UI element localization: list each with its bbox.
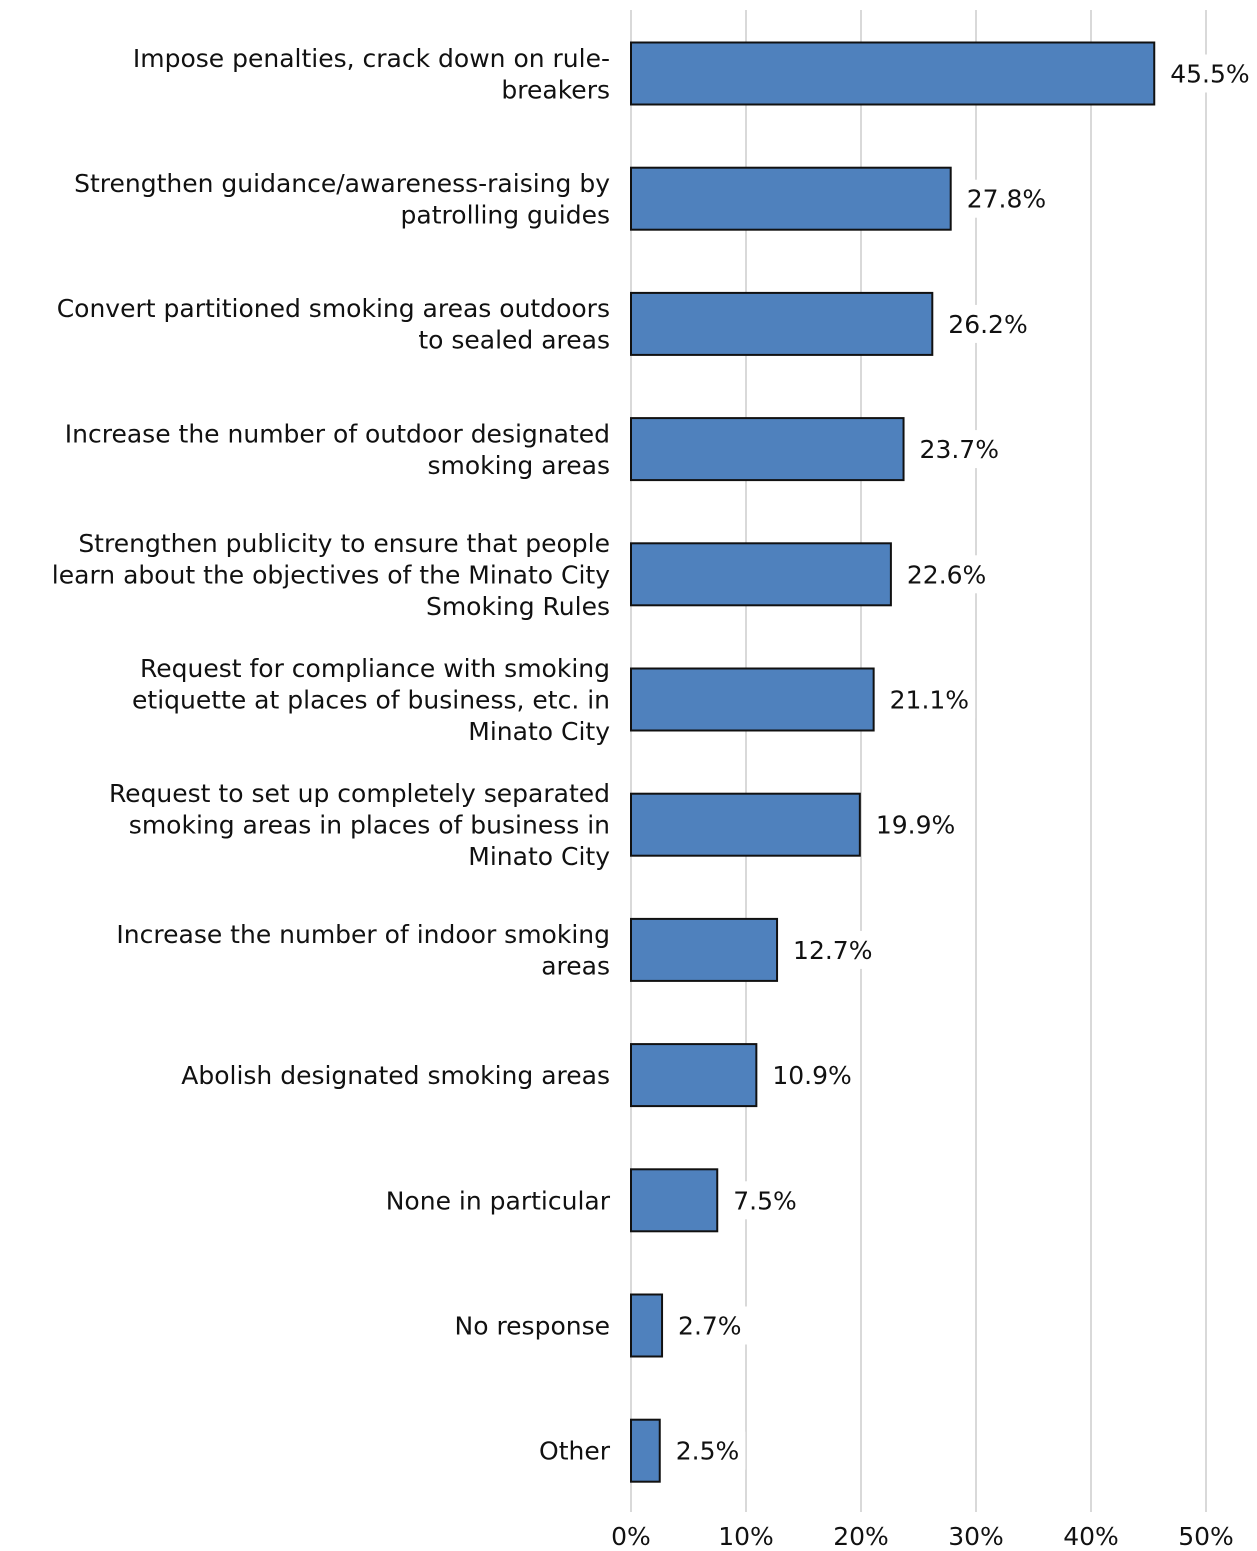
category-label-line: smoking areas in places of business in [129, 811, 610, 840]
x-tick-label: 10% [718, 1522, 774, 1551]
bar [630, 166, 952, 231]
value-label-background [1164, 54, 1256, 93]
value-label-background [669, 1431, 746, 1470]
category-labels: Impose penalties, crack down on rule-bre… [52, 44, 611, 1466]
category-label: Abolish designated smoking areas [181, 1061, 610, 1090]
category-label-line: smoking areas [427, 451, 610, 480]
category-label-line: Strengthen publicity to ensure that peop… [78, 529, 610, 558]
value-label-group: 10.9% [766, 1056, 858, 1095]
bar [630, 917, 779, 982]
category-label: Convert partitioned smoking areas outdoo… [57, 294, 610, 355]
category-label-line: breakers [501, 75, 610, 104]
value-label: 2.5% [676, 1437, 740, 1466]
category-label-line: Request to set up completely separated [109, 779, 610, 808]
value-label: 19.9% [876, 811, 955, 840]
category-label-line: Minato City [468, 842, 610, 871]
category-label-line: Strengthen guidance/awareness-raising by [74, 169, 610, 198]
bars [630, 41, 1156, 1483]
category-label-line: areas [541, 952, 610, 981]
x-tick-label: 20% [833, 1522, 889, 1551]
value-label: 22.6% [907, 560, 986, 589]
value-label-background [766, 1056, 858, 1095]
x-tick-label: 40% [1063, 1522, 1119, 1551]
value-label-group: 2.5% [669, 1431, 746, 1470]
value-label: 23.7% [920, 435, 999, 464]
category-label: None in particular [386, 1186, 611, 1215]
bar [630, 542, 892, 607]
value-label-background [883, 680, 976, 719]
x-tick-label: 0% [611, 1522, 651, 1551]
value-label-group: 2.7% [672, 1306, 748, 1345]
category-label-line: learn about the objectives of the Minato… [52, 560, 610, 589]
bar [630, 667, 875, 732]
value-label-background [727, 1181, 803, 1220]
value-label-group: 26.2% [942, 304, 1034, 343]
value-label-group: 22.6% [900, 555, 993, 594]
value-label-background [942, 304, 1034, 343]
category-label: Strengthen publicity to ensure that peop… [52, 529, 610, 621]
category-label-line: Increase the number of indoor smoking [116, 920, 610, 949]
value-label-background [869, 805, 962, 844]
value-label-background [787, 930, 879, 969]
category-label-line: Smoking Rules [426, 592, 610, 621]
category-label: Increase the number of indoor smoking are… [116, 920, 610, 981]
category-label: Request for compliance with smoking etiqu… [132, 654, 610, 746]
category-label-line: Convert partitioned smoking areas outdoo… [57, 294, 610, 323]
value-label: 2.7% [678, 1312, 742, 1341]
value-label: 27.8% [967, 185, 1046, 214]
value-label: 21.1% [890, 686, 969, 715]
x-axis-ticks: 0% 10% 20% 30% 40% 50% [611, 1522, 1234, 1551]
value-label-group: 21.1% [883, 680, 976, 719]
value-label: 12.7% [793, 936, 872, 965]
category-label-line: None in particular [386, 1186, 611, 1215]
value-label-group: 7.5% [727, 1181, 803, 1220]
category-label: Increase the number of outdoor designate… [65, 419, 610, 480]
value-label-group: 23.7% [913, 430, 1005, 469]
category-label-line: Request for compliance with smoking [140, 654, 610, 683]
category-label: Request to set up completely separated sm… [109, 779, 610, 871]
bar [630, 417, 905, 482]
category-label-line: patrolling guides [401, 200, 610, 229]
gridlines [630, 10, 1207, 1512]
bar [630, 41, 1156, 106]
value-label: 45.5% [1170, 60, 1249, 89]
bar [630, 1043, 758, 1108]
bar [630, 792, 861, 857]
category-label: Impose penalties, crack down on rule-bre… [133, 44, 610, 105]
value-label: 7.5% [733, 1186, 797, 1215]
category-label-line: Minato City [468, 717, 610, 746]
x-tick-label: 30% [948, 1522, 1004, 1551]
category-label: Other [539, 1437, 611, 1466]
value-label: 10.9% [772, 1061, 851, 1090]
value-label: 26.2% [948, 310, 1027, 339]
value-label-group: 12.7% [787, 930, 879, 969]
category-label-line: Impose penalties, crack down on rule- [133, 44, 610, 73]
bar [630, 1418, 661, 1483]
category-label-line: to sealed areas [418, 326, 610, 355]
value-label-group: 45.5% [1164, 54, 1256, 93]
category-label-line: Abolish designated smoking areas [181, 1061, 610, 1090]
value-labels: 45.5% 27.8% 26.2% 23.7% 22.6% 21.1% 19.9% 12.7%… [669, 54, 1256, 1470]
value-label-group: 19.9% [869, 805, 962, 844]
category-label-line: etiquette at places of business, etc. in [132, 686, 610, 715]
bar [630, 1293, 664, 1358]
category-label: Strengthen guidance/awareness-raising by… [74, 169, 610, 230]
value-label-background [672, 1306, 748, 1345]
bar [630, 291, 934, 356]
category-label: No response [455, 1312, 611, 1341]
category-label-line: Increase the number of outdoor designate… [65, 419, 610, 448]
value-label-background [900, 555, 993, 594]
bar [630, 1168, 719, 1233]
value-label-background [913, 430, 1005, 469]
category-label-line: Other [539, 1437, 611, 1466]
value-label-background [960, 179, 1053, 218]
category-label-line: No response [455, 1312, 611, 1341]
value-label-group: 27.8% [960, 179, 1053, 218]
x-tick-label: 50% [1178, 1522, 1234, 1551]
